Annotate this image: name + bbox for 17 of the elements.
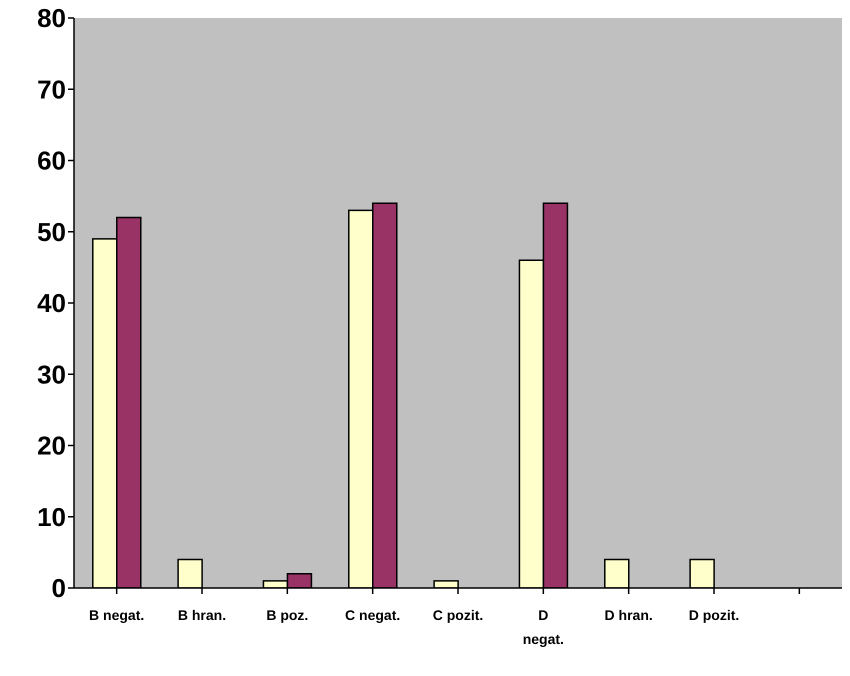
x-tick-label: B negat. <box>89 606 144 623</box>
y-tick-label: 20 <box>37 430 66 461</box>
y-tick-label: 60 <box>37 146 66 176</box>
y-tick-label: 0 <box>52 573 66 604</box>
y-tick-label: 40 <box>37 288 66 318</box>
x-tick-label: C negat. <box>345 606 400 623</box>
x-tick-label: B hran. <box>178 606 226 623</box>
y-tick-label: 70 <box>37 74 66 104</box>
y-tick-label: 50 <box>37 216 66 247</box>
x-tick-label: B poz. <box>266 606 308 623</box>
x-tick-label: D negat. <box>522 606 564 647</box>
x-tick-label: D hran. <box>604 606 653 623</box>
x-tick-label: D pozit. <box>688 606 740 623</box>
y-tick-label: 30 <box>37 359 66 390</box>
x-tick-label: C pozit. <box>432 606 484 623</box>
y-tick-label: 80 <box>37 3 66 34</box>
y-tick-label: 10 <box>37 502 66 532</box>
